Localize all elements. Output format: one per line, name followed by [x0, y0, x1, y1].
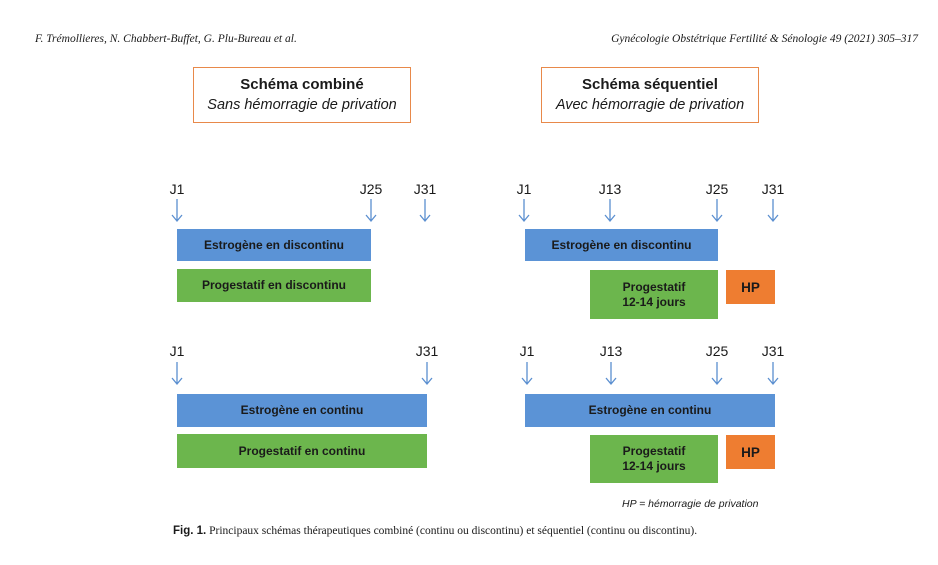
- hp-bar: HP: [726, 270, 775, 304]
- day-label-j1: J1: [169, 343, 185, 359]
- progestin-duration: 12-14 jours: [622, 294, 686, 309]
- arrow-down-icon: [419, 199, 431, 223]
- day-label-j1: J1: [516, 181, 532, 197]
- progestin-label: Progestatif: [622, 444, 686, 458]
- day-label-j25: J25: [359, 181, 383, 197]
- day-label-j13: J13: [599, 343, 623, 359]
- estrogen-discontinuous-bar: Estrogène en discontinu: [525, 229, 718, 261]
- sequential-title-sub: Avec hémorragie de privation: [555, 97, 745, 113]
- arrow-down-icon: [605, 362, 617, 386]
- arrow-down-icon: [711, 362, 723, 386]
- day-label-j13: J13: [598, 181, 622, 197]
- authors-header: F. Trémollieres, N. Chabbert-Buffet, G. …: [35, 33, 297, 45]
- arrow-down-icon: [421, 362, 433, 386]
- arrow-down-icon: [171, 199, 183, 223]
- hp-legend-note: HP = hémorragie de privation: [622, 498, 759, 510]
- day-label-j1: J1: [169, 181, 185, 197]
- sequential-title-main: Schéma séquentiel: [582, 76, 718, 93]
- progestin-continuous-bar: Progestatif en continu: [177, 434, 427, 468]
- journal-header: Gynécologie Obstétrique Fertilité & Séno…: [611, 33, 918, 45]
- arrow-down-icon: [171, 362, 183, 386]
- sequential-scheme-title: Schéma séquentiel Avec hémorragie de pri…: [541, 67, 759, 123]
- estrogen-continuous-bar: Estrogène en continu: [177, 394, 427, 427]
- progestin-12-14-days-bar: Progestatif 12-14 jours: [590, 435, 718, 483]
- day-label-j25: J25: [705, 181, 729, 197]
- combined-title-sub: Sans hémorragie de privation: [207, 97, 397, 113]
- arrow-down-icon: [767, 362, 779, 386]
- progestin-duration: 12-14 jours: [622, 459, 686, 473]
- progestin-12-14-days-bar: Progestatif 12-14 jours: [590, 270, 718, 319]
- arrow-down-icon: [711, 199, 723, 223]
- figure-caption-text: Principaux schémas thérapeutiques combin…: [206, 525, 698, 537]
- progestin-discontinuous-bar: Progestatif en discontinu: [177, 269, 371, 302]
- hp-bar: HP: [726, 435, 775, 469]
- day-label-j31: J31: [415, 343, 439, 359]
- figure-caption: Fig. 1. Principaux schémas thérapeutique…: [173, 525, 697, 537]
- day-label-j1: J1: [519, 343, 535, 359]
- arrow-down-icon: [604, 199, 616, 223]
- combined-scheme-title: Schéma combiné Sans hémorragie de privat…: [193, 67, 411, 123]
- arrow-down-icon: [521, 362, 533, 386]
- figure-label: Fig. 1.: [173, 525, 207, 537]
- arrow-down-icon: [767, 199, 779, 223]
- day-label-j31: J31: [761, 181, 785, 197]
- day-label-j31: J31: [761, 343, 785, 359]
- estrogen-continuous-bar: Estrogène en continu: [525, 394, 775, 427]
- combined-title-main: Schéma combiné: [240, 76, 364, 93]
- progestin-label: Progestatif: [622, 279, 686, 294]
- day-label-j25: J25: [705, 343, 729, 359]
- arrow-down-icon: [518, 199, 530, 223]
- day-label-j31: J31: [413, 181, 437, 197]
- arrow-down-icon: [365, 199, 377, 223]
- estrogen-discontinuous-bar: Estrogène en discontinu: [177, 229, 371, 261]
